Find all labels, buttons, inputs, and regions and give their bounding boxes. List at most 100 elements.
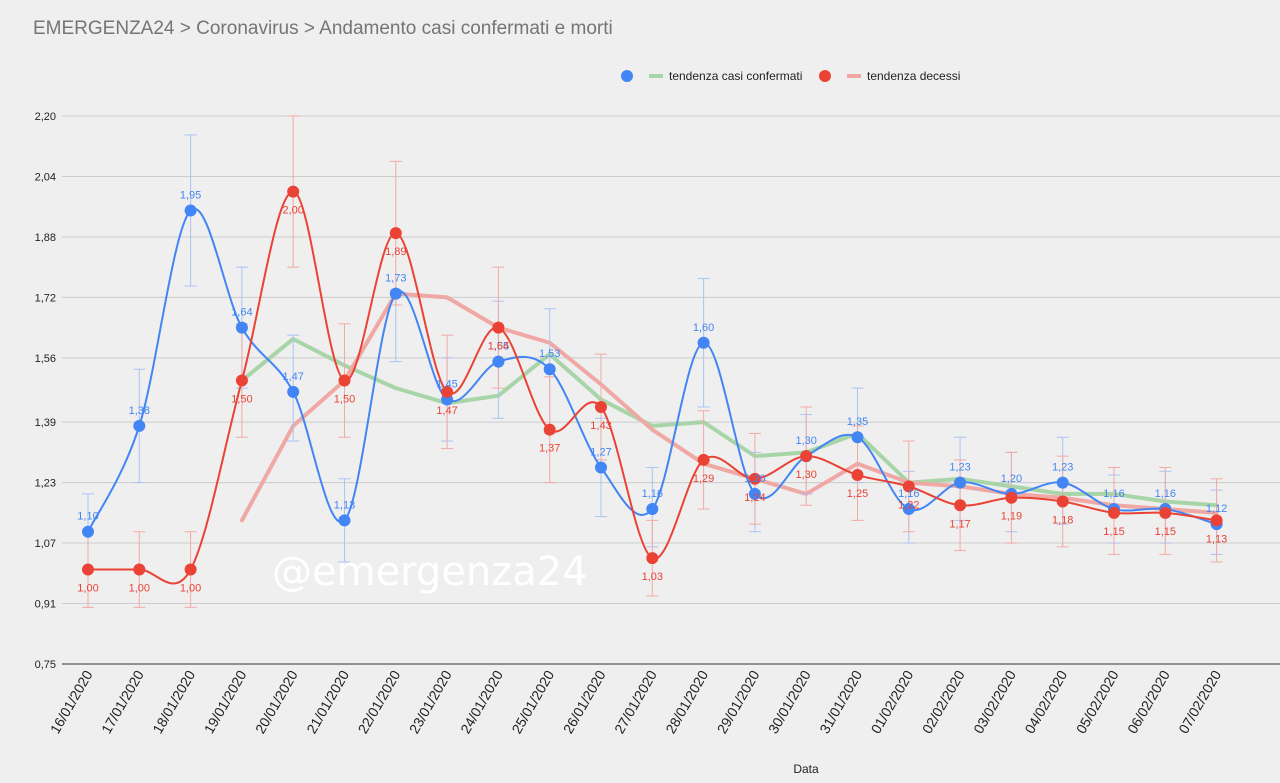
- y-axis: 0,75 0,91 1,07 1,23 1,39 1,56 1,72 1,88 2,04 2,20: [35, 111, 56, 671]
- data-point-confermati: [82, 525, 94, 538]
- data-label-confermati: 1,16: [898, 488, 919, 500]
- data-label-decessi: 1,50: [334, 394, 355, 406]
- x-axis-label: Data: [793, 762, 819, 776]
- y-tick-label: 0,91: [35, 599, 56, 611]
- data-point-confermati: [646, 503, 659, 516]
- chart-title: EMERGENZA24 > Coronavirus > Andamento ca…: [33, 18, 613, 39]
- data-label-confermati: 1,53: [539, 348, 560, 360]
- x-tick-label: 02/02/2020: [919, 667, 968, 736]
- data-label-decessi: 1,17: [949, 518, 970, 530]
- y-tick-label: 1,39: [35, 417, 56, 429]
- data-point-decessi: [133, 563, 146, 576]
- y-tick-label: 1,56: [35, 353, 56, 365]
- watermark: @emergenza24: [272, 549, 588, 595]
- legend: tendenza casi confermati tendenza decess…: [621, 69, 960, 83]
- data-point-decessi: [697, 453, 710, 466]
- data-point-confermati: [748, 487, 761, 500]
- data-point-decessi: [1056, 495, 1069, 508]
- data-label-confermati: 1,23: [949, 462, 970, 474]
- data-point-confermati: [902, 503, 915, 516]
- trend-line-0: [239, 336, 1219, 508]
- data-point-confermati: [851, 431, 864, 444]
- x-tick-label: 31/01/2020: [816, 667, 865, 736]
- data-label-decessi: 2,00: [282, 205, 303, 217]
- x-tick-label: 29/01/2020: [714, 667, 763, 736]
- data-label-confermati: 1,23: [1052, 462, 1073, 474]
- y-tick-label: 1,07: [35, 538, 56, 550]
- data-point-confermati: [184, 204, 197, 217]
- data-point-decessi: [1108, 506, 1120, 519]
- x-tick-label: 07/02/2020: [1175, 667, 1224, 736]
- x-tick-label: 06/02/2020: [1124, 667, 1173, 736]
- data-point-confermati: [492, 355, 505, 368]
- data-label-confermati: 1,12: [1206, 503, 1227, 515]
- x-tick-label: 03/02/2020: [970, 667, 1019, 736]
- data-point-confermati: [133, 419, 146, 432]
- data-label-decessi: 1,30: [795, 469, 816, 481]
- data-point-decessi: [595, 401, 607, 414]
- data-point-confermati: [235, 321, 248, 334]
- data-point-decessi: [543, 423, 556, 436]
- y-tick-label: 2,20: [35, 111, 56, 123]
- data-label-decessi: 1,13: [1206, 533, 1227, 545]
- data-label-decessi: 1,64: [488, 341, 509, 353]
- data-label-decessi: 1,22: [898, 499, 919, 511]
- data-point-confermati: [287, 385, 300, 398]
- legend-marker-confermati: [621, 70, 633, 82]
- x-tick-label: 18/01/2020: [149, 667, 198, 736]
- data-point-decessi: [82, 563, 94, 576]
- y-tick-label: 1,72: [35, 292, 56, 304]
- data-label-decessi: 1,15: [1103, 526, 1124, 538]
- data-label-confermati: 1,27: [590, 446, 611, 458]
- data-point-decessi: [235, 374, 248, 387]
- data-label-decessi: 1,37: [539, 443, 560, 455]
- x-tick-label: 16/01/2020: [47, 667, 96, 736]
- data-point-decessi: [184, 563, 197, 576]
- data-label-confermati: 1,55: [488, 341, 509, 353]
- data-label-confermati: 1,20: [1001, 473, 1022, 485]
- x-tick-label: 01/02/2020: [868, 667, 917, 736]
- data-label-decessi: 1,43: [590, 420, 611, 432]
- data-label-decessi: 1,25: [847, 488, 868, 500]
- data-point-confermati: [389, 287, 402, 300]
- data-label-decessi: 1,50: [231, 394, 252, 406]
- data-point-decessi: [1159, 506, 1172, 519]
- data-label-decessi: 1,47: [436, 405, 457, 417]
- data-labels: 1,10 1,38 1,95 1,64 1,47 1,13 1,73 1,45 1,55 1,53…: [77, 189, 1227, 594]
- x-tick-label: 28/01/2020: [662, 667, 711, 736]
- data-point-decessi: [902, 480, 915, 493]
- data-label-decessi: 1,00: [180, 583, 201, 595]
- data-label-confermati: 1,45: [436, 378, 457, 390]
- data-label-decessi: 1,18: [1052, 514, 1073, 526]
- data-label-decessi: 1,29: [693, 473, 714, 485]
- data-point-decessi: [646, 552, 659, 565]
- data-label-confermati: 1,10: [77, 511, 98, 523]
- data-point-confermati: [543, 363, 556, 376]
- data-label-decessi: 1,24: [744, 492, 765, 504]
- data-label-confermati: 1,16: [642, 488, 663, 500]
- data-point-decessi: [954, 499, 967, 512]
- x-axis: 16/01/2020 17/01/2020 18/01/2020 19/01/2020…: [47, 667, 1225, 736]
- data-label-confermati: 1,38: [129, 405, 150, 417]
- data-label-decessi: 1,89: [385, 246, 406, 258]
- x-tick-label: 04/02/2020: [1021, 667, 1070, 736]
- data-points: [82, 185, 1223, 576]
- data-point-decessi: [389, 227, 402, 240]
- data-point-confermati: [1056, 476, 1069, 489]
- data-label-confermati: 1,13: [334, 499, 355, 511]
- data-point-decessi: [851, 469, 864, 482]
- data-label-decessi: 1,19: [1001, 511, 1022, 523]
- x-tick-label: 24/01/2020: [457, 667, 506, 736]
- x-tick-label: 30/01/2020: [765, 667, 814, 736]
- data-point-confermati: [697, 336, 710, 349]
- data-label-decessi: 1,15: [1155, 526, 1176, 538]
- data-label-confermati: 1,95: [180, 189, 201, 201]
- x-tick-label: 19/01/2020: [201, 667, 250, 736]
- x-tick-label: 27/01/2020: [611, 667, 660, 736]
- data-point-confermati: [954, 476, 967, 489]
- y-tick-label: 0,75: [35, 659, 56, 671]
- data-label-confermati: 1,20: [744, 473, 765, 485]
- data-point-confermati: [338, 514, 351, 527]
- data-point-decessi: [748, 472, 761, 485]
